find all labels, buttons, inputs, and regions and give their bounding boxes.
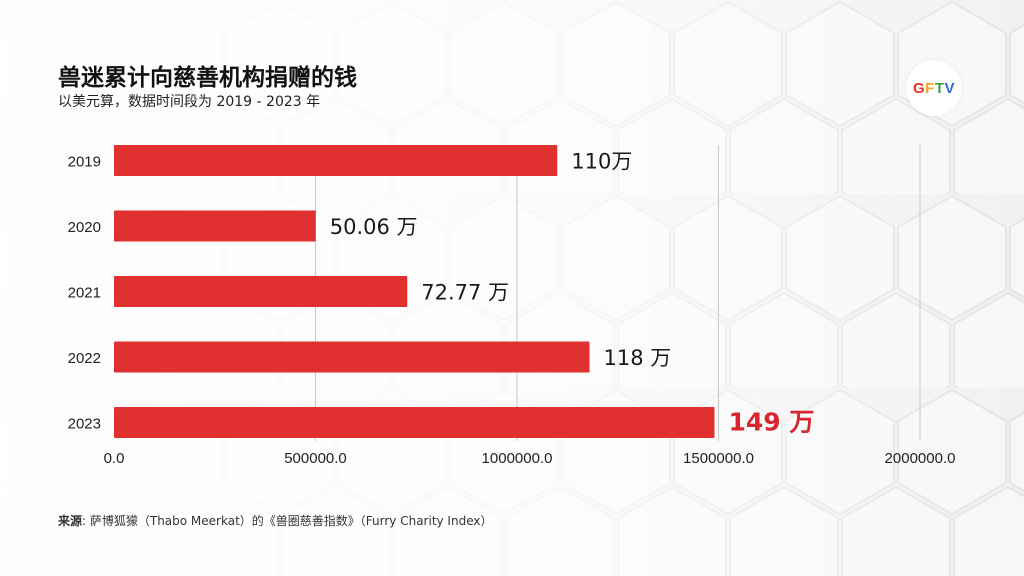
bar-2019 <box>114 145 558 176</box>
x-tick-label-2: 1000000.0 <box>482 450 553 467</box>
source-text: : 萨博狐獴（Thabo Meerkat）的《兽圈慈善指数》（Furry Cha… <box>82 514 493 528</box>
bar-2021 <box>114 276 408 307</box>
data-label-2021: 72.77 万 <box>421 281 509 305</box>
data-label-2022: 118 万 <box>604 346 672 370</box>
chart-subtitle: 以美元算，数据时间段为 2019 - 2023 年 <box>58 94 321 110</box>
source-note: 来源: 萨博狐獴（Thabo Meerkat）的《兽圈慈善指数》（Furry C… <box>58 512 492 529</box>
data-label-2020: 50.06 万 <box>330 215 418 239</box>
chart-title: 兽迷累计向慈善机构捐赠的钱 <box>58 65 357 91</box>
category-label-2022: 2022 <box>68 350 101 367</box>
logo-letter-v: V <box>944 79 956 97</box>
x-tick-label-4: 2000000.0 <box>885 450 956 467</box>
logo-letter-f: F <box>925 79 935 97</box>
x-tick-label-0: 0.0 <box>104 450 125 467</box>
bar-2023 <box>114 407 715 438</box>
category-label-2020: 2020 <box>68 219 101 236</box>
logo-letter-t: T <box>934 79 945 97</box>
category-label-2021: 2021 <box>68 285 101 302</box>
logo-letter-g: G <box>912 79 926 97</box>
bar-2022 <box>114 341 590 373</box>
x-tick-label-1: 500000.0 <box>284 450 347 467</box>
gftv-logo: G F T V <box>906 60 962 116</box>
data-label-2019: 110万 <box>571 150 632 174</box>
x-tick-label-3: 1500000.0 <box>683 450 754 467</box>
data-label-2023: 149 万 <box>728 408 814 437</box>
source-label: 来源 <box>58 514 83 528</box>
bar-2020 <box>114 210 316 242</box>
category-label-2019: 2019 <box>68 154 101 171</box>
category-label-2023: 2023 <box>68 416 101 433</box>
